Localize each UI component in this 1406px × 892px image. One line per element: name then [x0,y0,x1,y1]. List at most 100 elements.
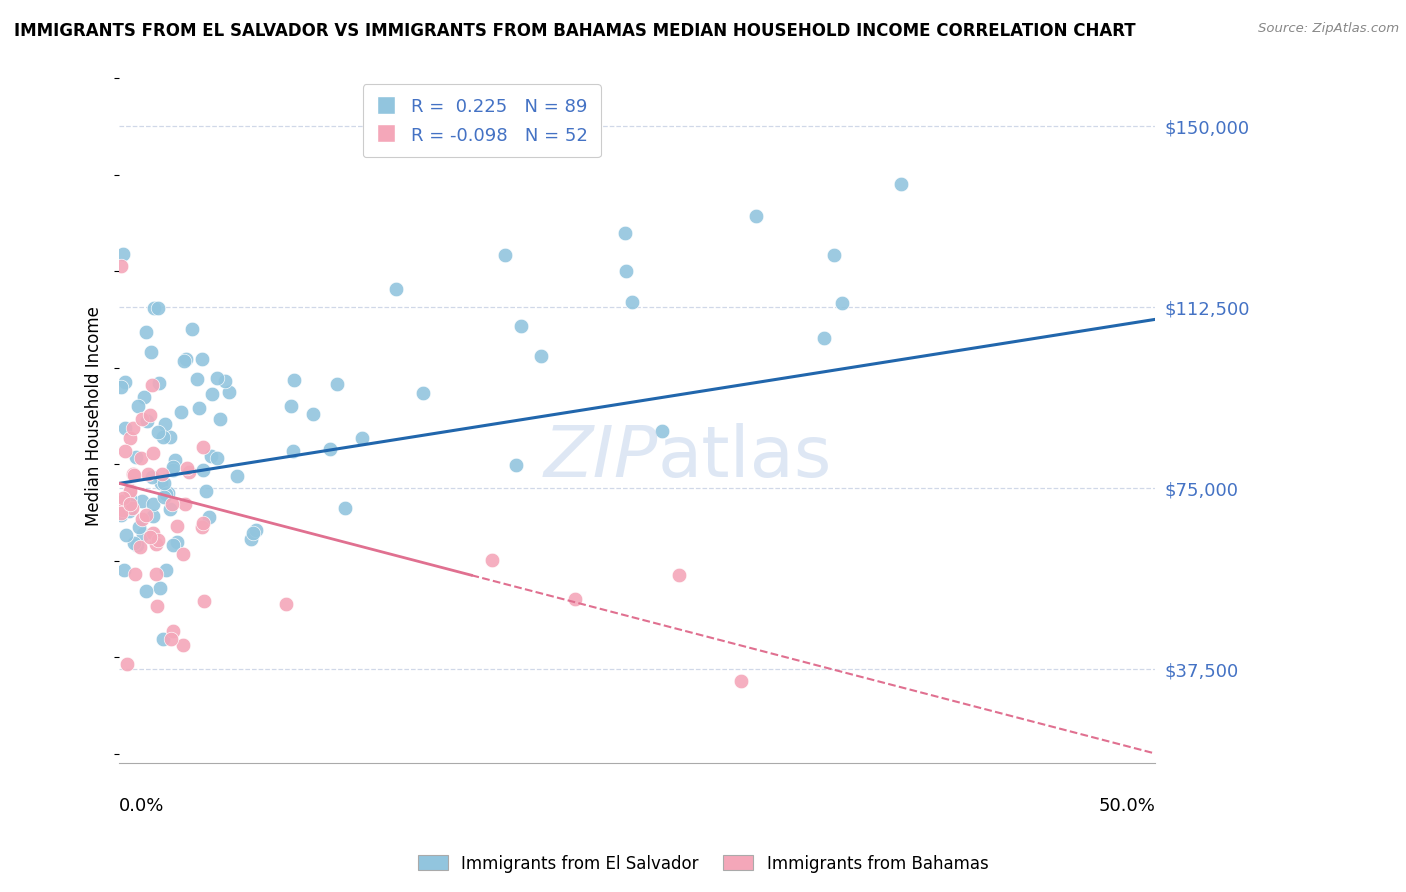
Text: 50.0%: 50.0% [1098,797,1156,815]
Point [318,442,340,456]
Point [155,563,177,577]
Point [651,424,673,438]
Point [385,282,408,296]
Point [240,532,263,546]
Point [186,372,208,386]
Point [143,301,166,315]
Point [172,638,194,652]
Point [620,294,643,309]
Point [110,508,132,523]
Point [160,497,183,511]
Point [139,408,162,422]
Point [159,430,181,444]
Y-axis label: Median Household Income: Median Household Income [86,306,103,525]
Point [135,508,157,522]
Point [112,246,135,260]
Point [352,431,374,445]
Point [170,405,193,419]
Point [146,301,169,315]
Point [118,491,141,505]
Point [139,345,162,359]
Text: Source: ZipAtlas.com: Source: ZipAtlas.com [1258,22,1399,36]
Point [813,331,835,345]
Point [122,468,145,483]
Point [173,497,195,511]
Point [153,491,176,505]
Text: atlas: atlas [658,423,832,492]
Point [194,484,217,499]
Point [831,296,853,310]
Point [131,527,153,541]
Point [145,567,167,582]
Point [173,354,195,368]
Point [159,502,181,516]
Point [149,581,172,595]
Point [890,178,912,192]
Point [132,390,155,404]
Point [114,376,136,390]
Point [179,465,201,479]
Point [668,568,690,582]
Point [207,450,229,465]
Point [162,539,184,553]
Point [614,263,637,277]
Point [160,632,183,646]
Point [120,484,142,499]
Point [125,450,148,465]
Point [142,446,165,460]
Point [176,461,198,475]
Point [162,462,184,476]
Point [242,525,264,540]
Point [131,412,153,426]
Point [530,349,553,363]
Point [141,470,163,484]
Point [276,597,298,611]
Text: 0.0%: 0.0% [120,797,165,815]
Point [191,462,214,476]
Point [145,537,167,551]
Point [481,553,503,567]
Point [153,475,176,490]
Point [190,351,212,366]
Point [191,516,214,530]
Point [115,527,138,541]
Point [505,458,527,472]
Point [155,487,177,501]
Point [135,584,157,599]
Point [122,536,145,550]
Point [110,260,132,274]
Point [174,352,197,367]
Point [128,540,150,554]
Point [193,440,215,454]
Point [218,384,240,399]
Point [135,325,157,339]
Point [162,459,184,474]
Point [200,450,222,464]
Point [201,386,224,401]
Point [208,412,231,426]
Point [198,510,221,524]
Point [181,322,204,336]
Legend: Immigrants from El Salvador, Immigrants from Bahamas: Immigrants from El Salvador, Immigrants … [411,848,995,880]
Point [118,503,141,517]
Point [226,468,249,483]
Point [110,380,132,394]
Point [152,632,174,646]
Point [127,399,149,413]
Point [150,476,173,491]
Point [138,467,160,481]
Point [509,319,531,334]
Point [148,376,170,391]
Point [333,501,356,516]
Point [138,530,160,544]
Point [730,674,752,689]
Point [283,373,305,387]
Text: IMMIGRANTS FROM EL SALVADOR VS IMMIGRANTS FROM BAHAMAS MEDIAN HOUSEHOLD INCOME C: IMMIGRANTS FROM EL SALVADOR VS IMMIGRANT… [14,22,1136,40]
Point [191,520,214,534]
Point [564,592,586,607]
Point [823,247,845,261]
Point [118,497,141,511]
Point [146,533,169,547]
Point [152,430,174,444]
Point [193,594,215,608]
